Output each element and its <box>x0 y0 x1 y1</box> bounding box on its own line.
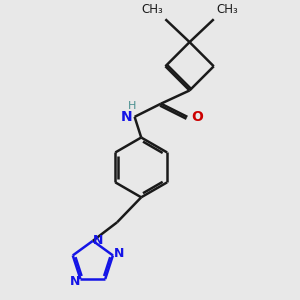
Text: O: O <box>191 110 203 124</box>
Text: N: N <box>93 234 104 247</box>
Text: N: N <box>120 110 132 124</box>
Text: N: N <box>70 275 80 288</box>
Text: H: H <box>128 101 136 111</box>
Text: CH₃: CH₃ <box>216 3 238 16</box>
Text: CH₃: CH₃ <box>141 3 163 16</box>
Text: N: N <box>113 247 124 260</box>
